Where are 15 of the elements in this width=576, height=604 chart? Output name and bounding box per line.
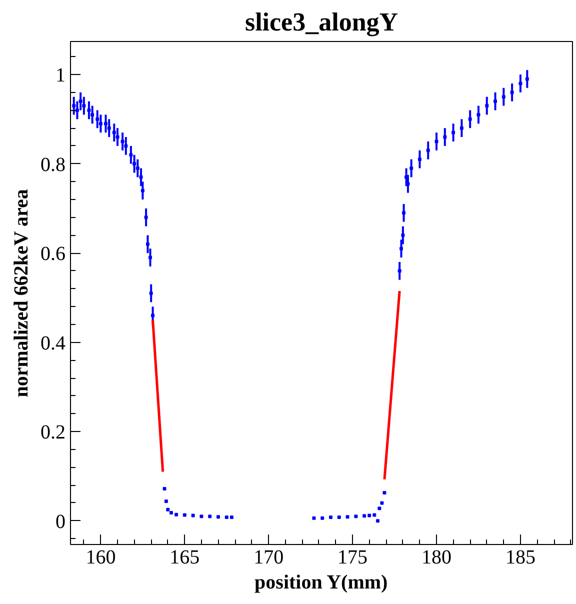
y-tick-label: 0.6 [40,243,66,266]
x-tick-label: 175 [338,546,368,568]
x-tick-label: 180 [422,546,452,568]
x-tick-label: 160 [86,546,116,568]
x-tick-label: 170 [254,546,284,568]
x-tick-label: 165 [170,546,200,568]
y-tick-label: 0.2 [40,422,66,444]
y-tick-label: 1 [56,64,66,87]
y-axis-title: normalized 662keV area [10,189,32,398]
y-tick-label: 0 [56,510,66,533]
x-axis-title: position Y(mm) [254,572,388,594]
chart-title: slice3_alongY [244,8,398,36]
y-tick-label: 0.4 [40,332,66,354]
y-tick-label: 0.8 [40,154,66,176]
x-tick-label: 185 [505,546,536,568]
